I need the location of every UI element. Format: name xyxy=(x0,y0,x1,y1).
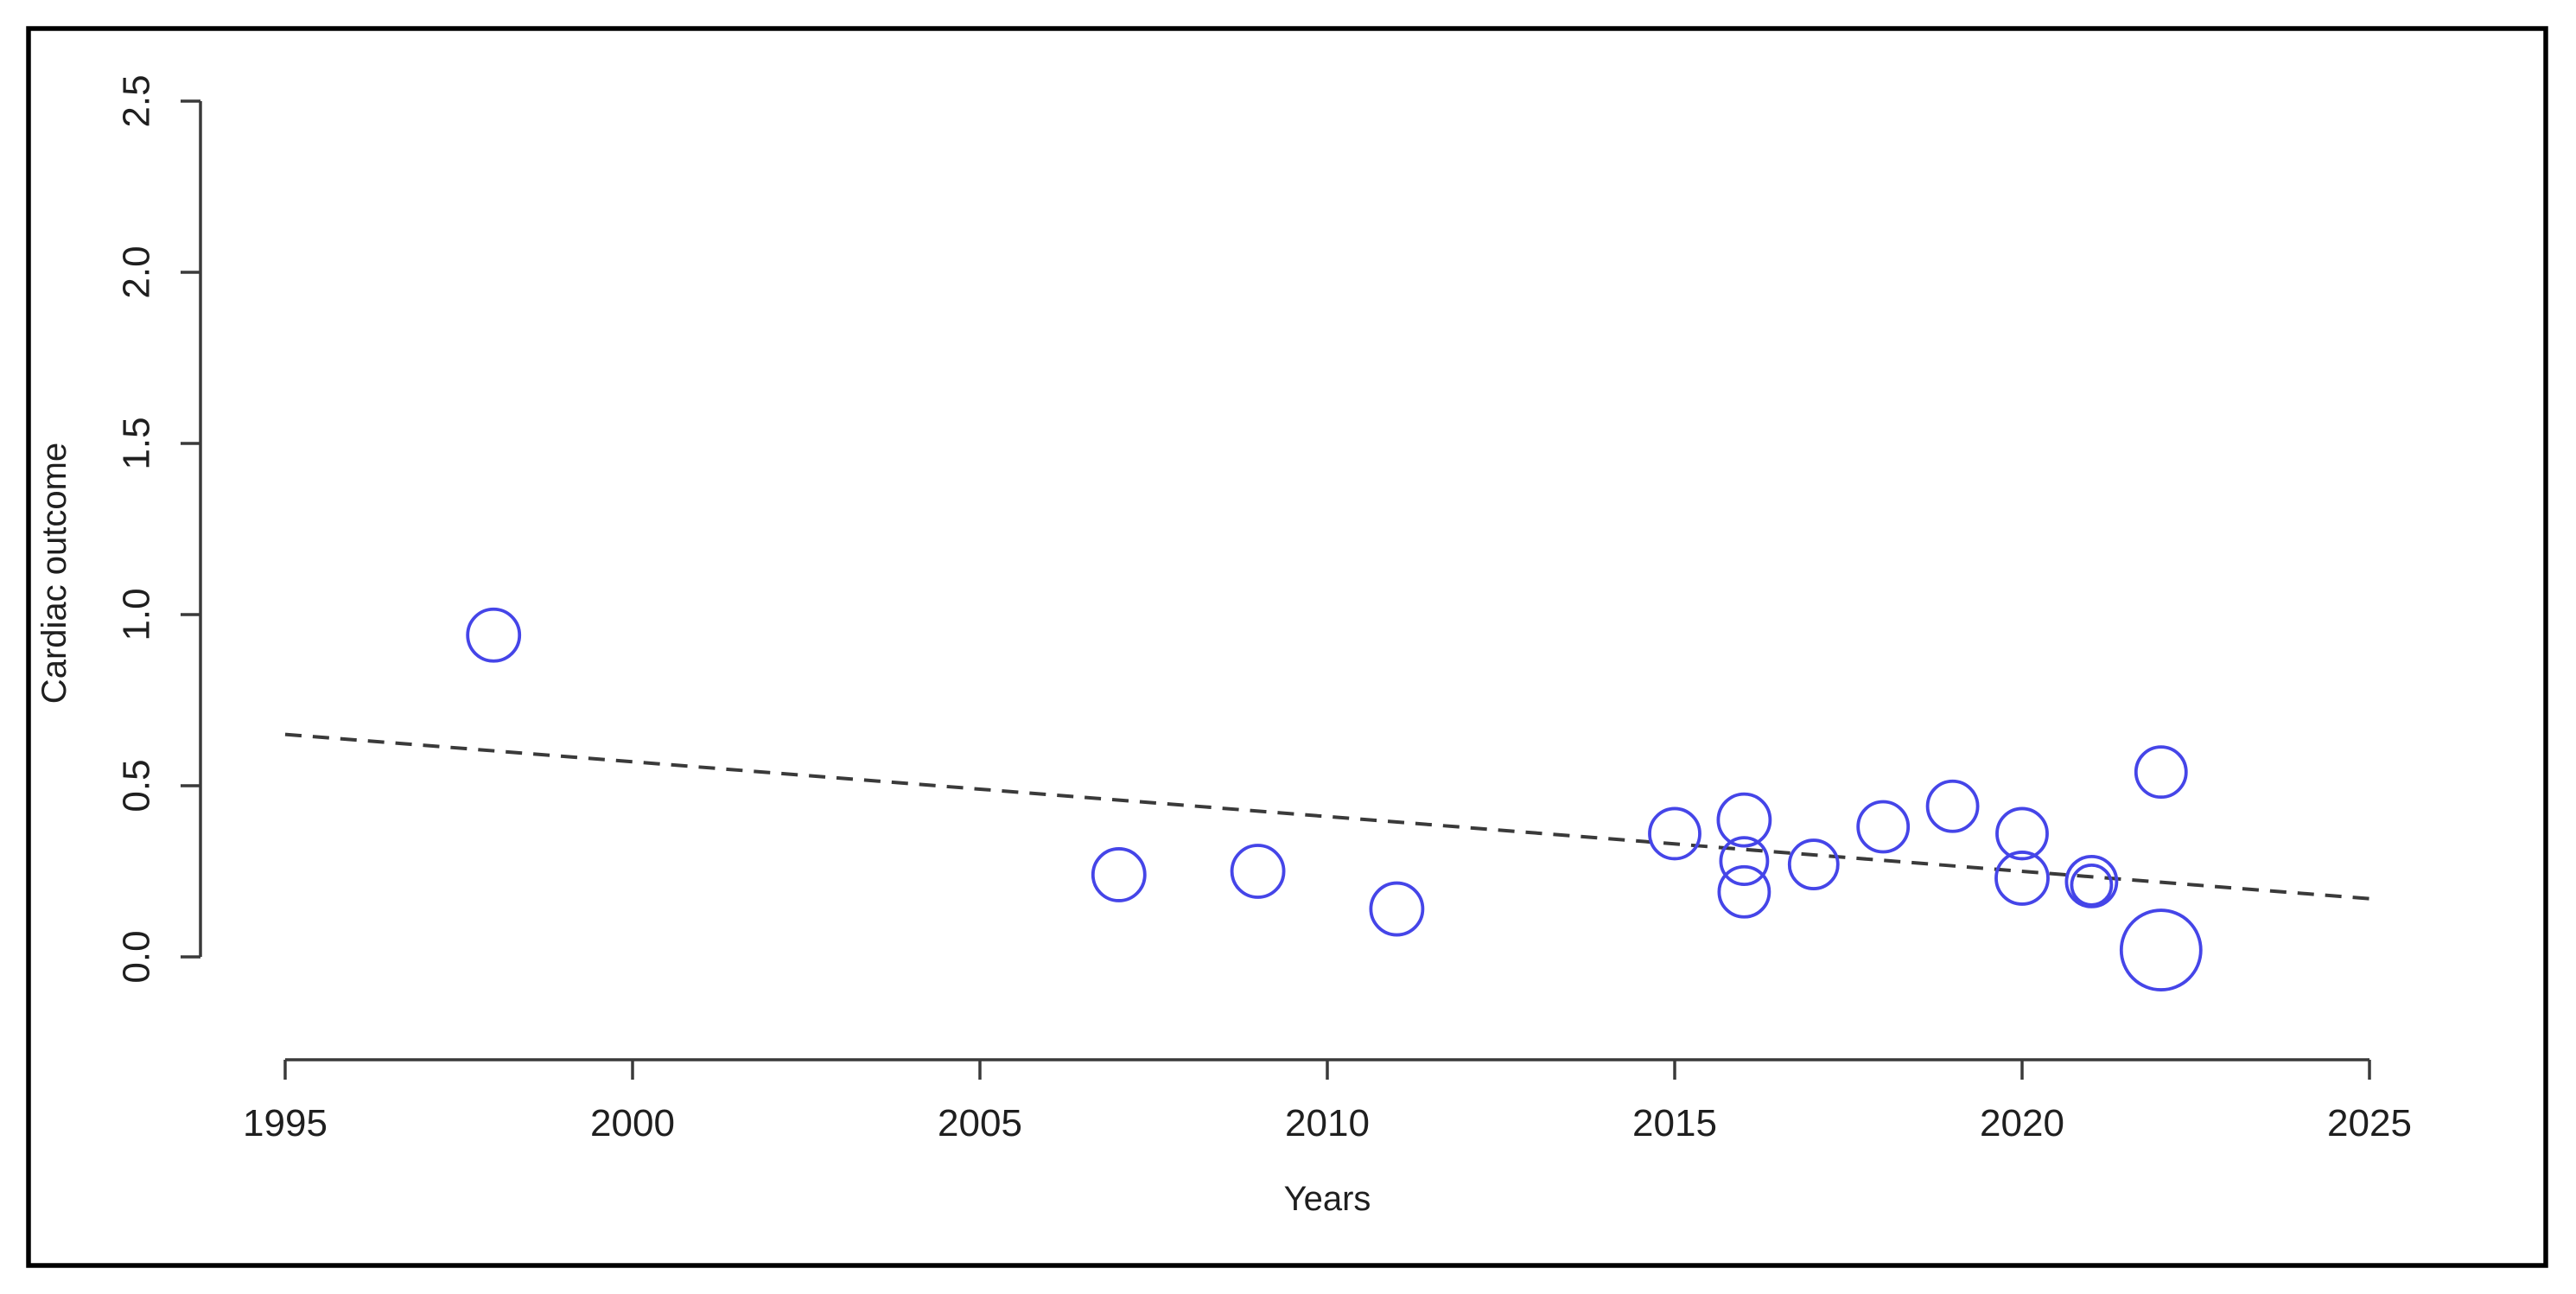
data-bubble xyxy=(1717,864,1771,919)
x-tick-label: 2015 xyxy=(1632,1102,1717,1144)
data-bubble xyxy=(2070,863,2114,907)
data-bubble xyxy=(1994,851,2050,906)
trend-line xyxy=(284,732,2370,901)
data-bubble xyxy=(1787,838,1840,890)
y-tick-label: 0.0 xyxy=(116,930,158,983)
y-tick-label: 2.5 xyxy=(116,74,158,127)
data-bubble xyxy=(1856,800,1911,854)
data-bubble xyxy=(1369,881,1425,937)
x-tick-label: 1995 xyxy=(243,1102,328,1144)
data-bubble xyxy=(1230,844,1286,899)
y-axis-title: Cardiac outcome xyxy=(35,443,73,704)
x-tick-label: 2000 xyxy=(590,1102,675,1144)
data-bubble xyxy=(2064,854,2119,908)
data-bubble xyxy=(1925,779,1980,833)
x-axis-title: Years xyxy=(1284,1180,1371,1218)
data-bubble xyxy=(2119,908,2203,991)
figure-border xyxy=(26,26,2548,1268)
y-tick-label: 1.0 xyxy=(116,588,158,641)
y-tick-label: 0.5 xyxy=(116,759,158,812)
data-bubble xyxy=(1719,836,1770,887)
y-tick-label: 1.5 xyxy=(116,417,158,469)
x-tick-label: 2010 xyxy=(1285,1102,1370,1144)
data-bubble xyxy=(1716,792,1772,848)
data-bubble xyxy=(1091,847,1147,902)
data-bubble xyxy=(2134,745,2188,800)
y-tick-label: 2.0 xyxy=(116,245,158,298)
data-bubble xyxy=(466,607,522,663)
x-tick-label: 2025 xyxy=(2327,1102,2412,1144)
data-bubble xyxy=(1995,806,2049,861)
data-bubble xyxy=(1648,806,1701,861)
x-tick-label: 2005 xyxy=(938,1102,1022,1144)
x-tick-label: 2020 xyxy=(1980,1102,2064,1144)
